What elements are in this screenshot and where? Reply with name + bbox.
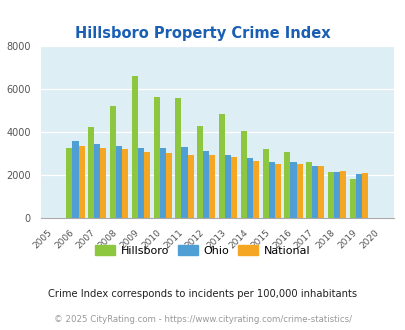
Bar — [218, 114, 224, 218]
Bar — [181, 147, 187, 218]
Bar — [116, 146, 122, 218]
Bar — [122, 149, 128, 218]
Bar — [230, 157, 237, 218]
Bar — [355, 174, 361, 218]
Bar — [144, 152, 150, 218]
Text: Hillsboro Property Crime Index: Hillsboro Property Crime Index — [75, 26, 330, 41]
Bar — [339, 171, 345, 218]
Bar — [203, 151, 209, 218]
Bar — [153, 97, 159, 218]
Bar — [252, 161, 258, 218]
Bar — [305, 162, 311, 218]
Bar — [327, 172, 333, 218]
Legend: Hillsboro, Ohio, National: Hillsboro, Ohio, National — [91, 241, 314, 260]
Bar — [94, 144, 100, 218]
Bar — [284, 152, 290, 218]
Bar — [290, 162, 296, 218]
Bar — [66, 148, 72, 218]
Bar — [296, 164, 302, 218]
Bar — [165, 153, 171, 218]
Bar — [138, 148, 144, 218]
Bar — [159, 148, 165, 218]
Bar — [88, 127, 94, 218]
Bar — [361, 173, 367, 218]
Bar — [197, 125, 203, 218]
Bar — [110, 106, 116, 218]
Bar — [311, 166, 318, 218]
Bar — [349, 179, 355, 218]
Bar — [187, 154, 193, 218]
Bar — [246, 158, 252, 218]
Bar — [224, 154, 230, 218]
Bar — [240, 131, 246, 218]
Bar — [333, 172, 339, 218]
Bar — [78, 146, 84, 218]
Bar — [100, 148, 106, 218]
Bar — [209, 154, 215, 218]
Text: Crime Index corresponds to incidents per 100,000 inhabitants: Crime Index corresponds to incidents per… — [48, 289, 357, 299]
Bar — [262, 149, 268, 218]
Bar — [268, 162, 274, 218]
Bar — [72, 141, 78, 218]
Text: © 2025 CityRating.com - https://www.cityrating.com/crime-statistics/: © 2025 CityRating.com - https://www.city… — [54, 315, 351, 324]
Bar — [131, 76, 138, 218]
Bar — [318, 166, 324, 218]
Bar — [175, 98, 181, 218]
Bar — [274, 164, 280, 218]
